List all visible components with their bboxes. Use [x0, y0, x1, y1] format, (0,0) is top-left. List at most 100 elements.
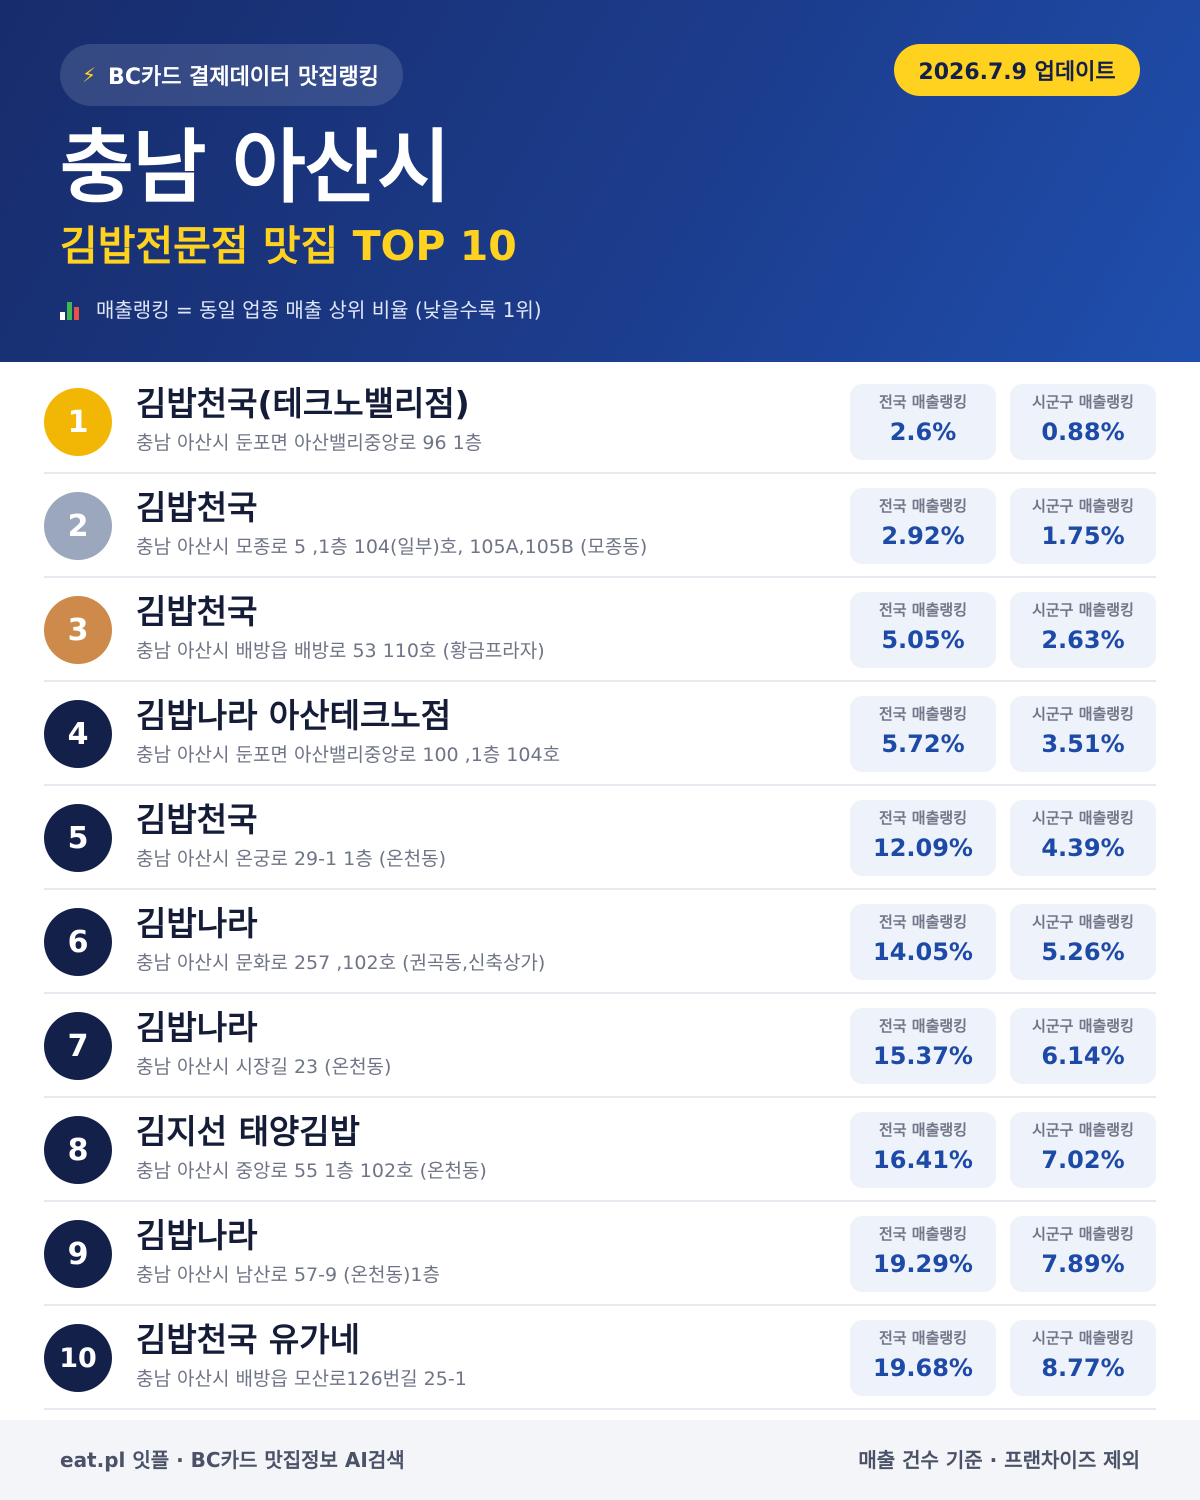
national-ranking-label: 전국 매출랭킹 [878, 393, 968, 411]
district-ranking-box: 시군구 매출랭킹 8.77% [1010, 1320, 1156, 1396]
national-ranking-label: 전국 매출랭킹 [878, 1121, 968, 1139]
national-ranking-label: 전국 매출랭킹 [878, 1329, 968, 1347]
district-ranking-label: 시군구 매출랭킹 [1032, 1329, 1134, 1347]
footer: eat.pl 잇플 · BC카드 맛집정보 AI검색 매출 건수 기준 · 프랜… [0, 1420, 1200, 1500]
national-ranking-box: 전국 매출랭킹 5.72% [850, 696, 996, 772]
national-ranking-box: 전국 매출랭킹 5.05% [850, 592, 996, 668]
district-ranking-box: 시군구 매출랭킹 3.51% [1010, 696, 1156, 772]
restaurant-name[interactable]: 김밥나라 [136, 1008, 258, 1047]
district-ranking-box: 시군구 매출랭킹 5.26% [1010, 904, 1156, 980]
restaurant-address: 충남 아산시 둔포면 아산밸리중앙로 100 ,1층 104호 [136, 744, 561, 766]
rank-badge: 10 [44, 1324, 112, 1392]
restaurant-name[interactable]: 김밥천국 유가네 [136, 1320, 361, 1359]
national-ranking-box: 전국 매출랭킹 19.29% [850, 1216, 996, 1292]
district-ranking-box: 시군구 매출랭킹 7.89% [1010, 1216, 1156, 1292]
restaurant-address: 충남 아산시 중앙로 55 1층 102호 (온천동) [136, 1160, 487, 1182]
restaurant-name[interactable]: 김밥천국(테크노밸리점) [136, 384, 470, 423]
rank-badge: 7 [44, 1012, 112, 1080]
national-ranking-value: 15.37% [873, 1042, 973, 1070]
district-ranking-box: 시군구 매출랭킹 2.63% [1010, 592, 1156, 668]
district-ranking-box: 시군구 매출랭킹 6.14% [1010, 1008, 1156, 1084]
national-ranking-box: 전국 매출랭킹 14.05% [850, 904, 996, 980]
national-ranking-value: 19.68% [873, 1354, 973, 1382]
restaurant-name[interactable]: 김밥나라 [136, 904, 258, 943]
national-ranking-box: 전국 매출랭킹 16.41% [850, 1112, 996, 1188]
restaurant-address: 충남 아산시 남산로 57-9 (온천동)1층 [136, 1264, 440, 1286]
restaurant-address: 충남 아산시 배방읍 모산로126번길 25-1 [136, 1368, 467, 1390]
district-ranking-label: 시군구 매출랭킹 [1032, 1121, 1134, 1139]
district-ranking-value: 1.75% [1041, 522, 1125, 550]
national-ranking-box: 전국 매출랭킹 2.6% [850, 384, 996, 460]
restaurant-name[interactable]: 김밥나라 [136, 1216, 258, 1255]
national-ranking-value: 14.05% [873, 938, 973, 966]
restaurant-address: 충남 아산시 둔포면 아산밸리중앙로 96 1층 [136, 432, 483, 454]
restaurant-name[interactable]: 김밥천국 [136, 592, 258, 631]
ranking-legend: 매출랭킹 = 동일 업종 매출 상위 비율 (낮을수록 1위) [60, 294, 542, 326]
category-title: 김밥전문점 맛집 TOP 10 [60, 222, 517, 270]
restaurant-name[interactable]: 김밥천국 [136, 488, 258, 527]
national-ranking-value: 5.72% [881, 730, 965, 758]
restaurant-address: 충남 아산시 문화로 257 ,102호 (권곡동,신축상가) [136, 952, 546, 974]
national-ranking-label: 전국 매출랭킹 [878, 1017, 968, 1035]
source-badge: ⚡ BC카드 결제데이터 맛집랭킹 [60, 44, 403, 106]
restaurant-name[interactable]: 김지선 태양김밥 [136, 1112, 361, 1151]
restaurant-name[interactable]: 김밥천국 [136, 800, 258, 839]
district-ranking-value: 4.39% [1041, 834, 1125, 862]
national-ranking-value: 5.05% [881, 626, 965, 654]
restaurant-address: 충남 아산시 시장길 23 (온천동) [136, 1056, 392, 1078]
restaurant-address: 충남 아산시 배방읍 배방로 53 110호 (황금프라자) [136, 640, 545, 662]
national-ranking-value: 2.6% [889, 418, 957, 446]
district-ranking-label: 시군구 매출랭킹 [1032, 1225, 1134, 1243]
bar-chart-icon [60, 300, 82, 320]
rank-badge: 4 [44, 700, 112, 768]
header-banner: ⚡ BC카드 결제데이터 맛집랭킹 2026.7.9 업데이트 충남 아산시 김… [0, 0, 1200, 362]
district-ranking-value: 5.26% [1041, 938, 1125, 966]
rank-badge: 3 [44, 596, 112, 664]
national-ranking-value: 2.92% [881, 522, 965, 550]
district-ranking-label: 시군구 매출랭킹 [1032, 497, 1134, 515]
district-ranking-value: 6.14% [1041, 1042, 1125, 1070]
region-title: 충남 아산시 [60, 121, 451, 214]
ranking-list: 1 김밥천국(테크노밸리점) 충남 아산시 둔포면 아산밸리중앙로 96 1층 전국 … [44, 370, 1156, 1410]
district-ranking-label: 시군구 매출랭킹 [1032, 913, 1134, 931]
restaurant-row[interactable]: 1 김밥천국(테크노밸리점) 충남 아산시 둔포면 아산밸리중앙로 96 1층 전국 … [44, 370, 1156, 474]
restaurant-address: 충남 아산시 온궁로 29-1 1층 (온천동) [136, 848, 446, 870]
footer-source: eat.pl 잇플 · BC카드 맛집정보 AI검색 [60, 1448, 405, 1472]
restaurant-address: 충남 아산시 모종로 5 ,1층 104(일부)호, 105A,105B (모종… [136, 536, 648, 558]
district-ranking-box: 시군구 매출랭킹 1.75% [1010, 488, 1156, 564]
district-ranking-value: 0.88% [1041, 418, 1125, 446]
restaurant-name[interactable]: 김밥나라 아산테크노점 [136, 696, 452, 735]
rank-badge: 9 [44, 1220, 112, 1288]
national-ranking-value: 19.29% [873, 1250, 973, 1278]
district-ranking-label: 시군구 매출랭킹 [1032, 393, 1134, 411]
district-ranking-box: 시군구 매출랭킹 7.02% [1010, 1112, 1156, 1188]
district-ranking-box: 시군구 매출랭킹 4.39% [1010, 800, 1156, 876]
lightning-icon: ⚡ [82, 63, 97, 87]
update-date-badge: 2026.7.9 업데이트 [894, 44, 1140, 96]
national-ranking-value: 16.41% [873, 1146, 973, 1174]
rank-badge: 8 [44, 1116, 112, 1184]
footer-criteria: 매출 건수 기준 · 프랜차이즈 제외 [858, 1448, 1140, 1472]
rank-badge: 5 [44, 804, 112, 872]
national-ranking-label: 전국 매출랭킹 [878, 913, 968, 931]
rank-badge: 6 [44, 908, 112, 976]
national-ranking-label: 전국 매출랭킹 [878, 497, 968, 515]
district-ranking-value: 8.77% [1041, 1354, 1125, 1382]
district-ranking-label: 시군구 매출랭킹 [1032, 705, 1134, 723]
district-ranking-value: 3.51% [1041, 730, 1125, 758]
national-ranking-label: 전국 매출랭킹 [878, 809, 968, 827]
national-ranking-box: 전국 매출랭킹 12.09% [850, 800, 996, 876]
rank-badge: 2 [44, 492, 112, 560]
national-ranking-box: 전국 매출랭킹 2.92% [850, 488, 996, 564]
national-ranking-label: 전국 매출랭킹 [878, 1225, 968, 1243]
district-ranking-label: 시군구 매출랭킹 [1032, 601, 1134, 619]
